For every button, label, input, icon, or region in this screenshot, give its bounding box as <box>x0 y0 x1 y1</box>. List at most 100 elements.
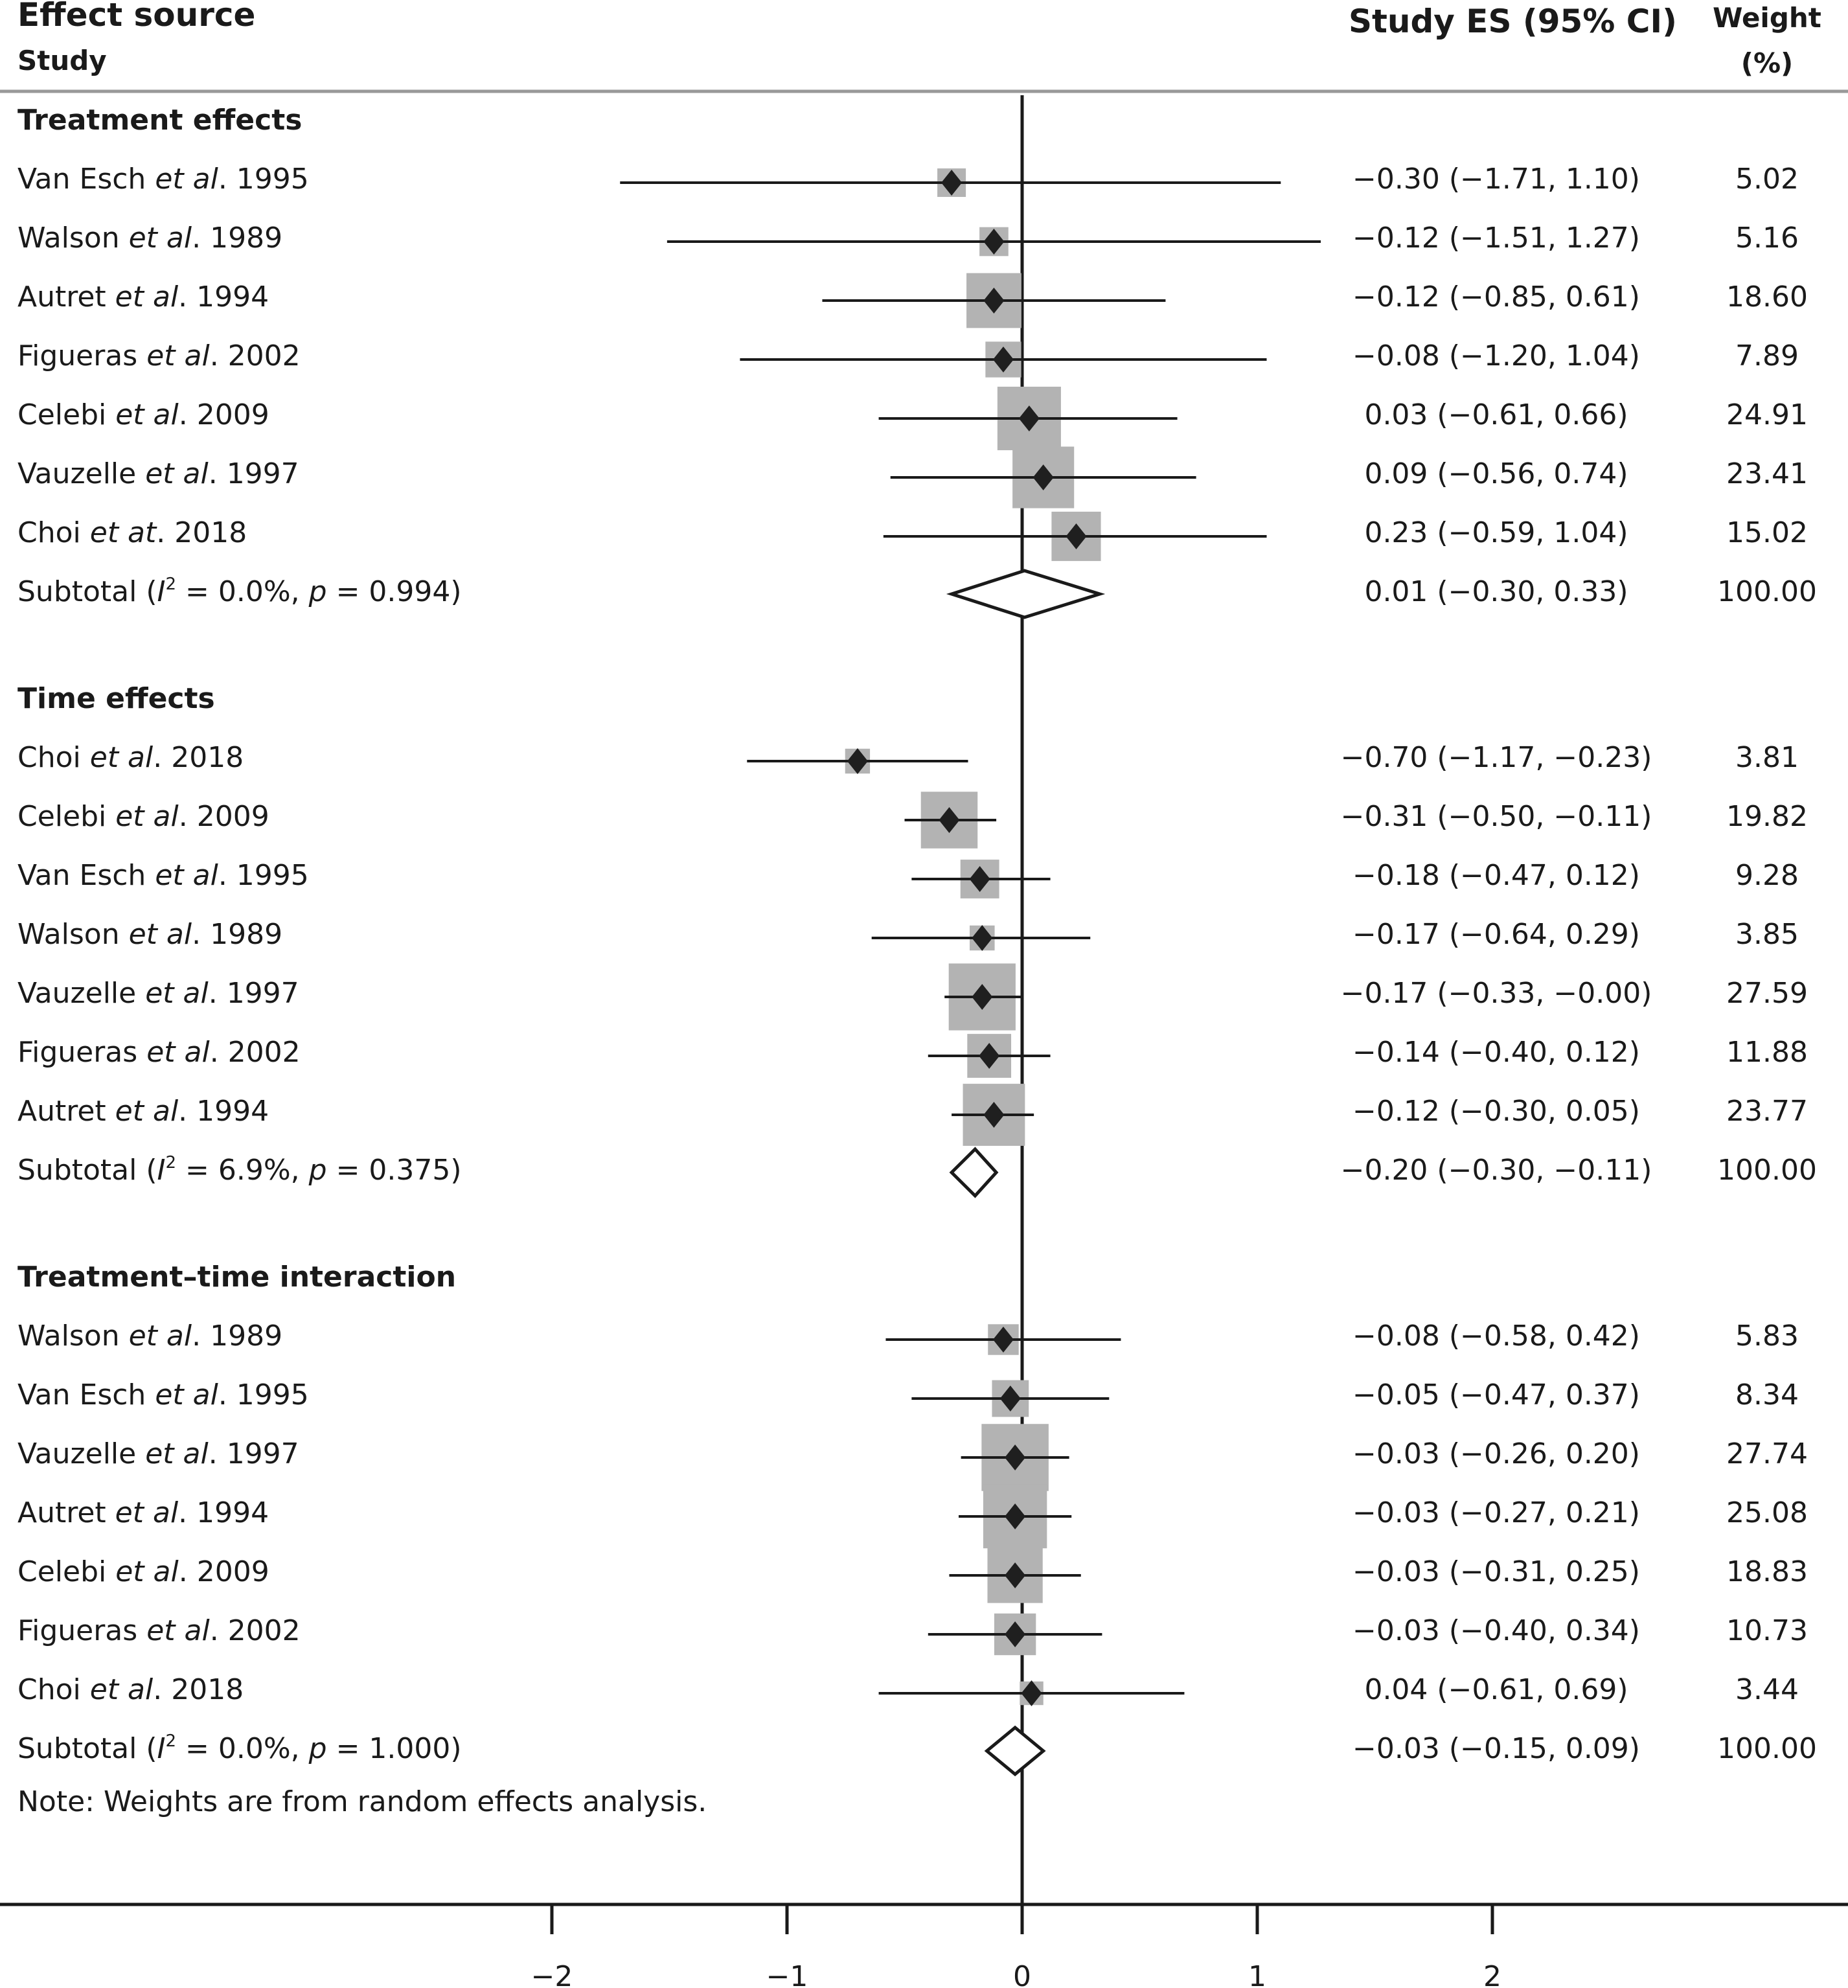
table-row: Celebi et al. 2009 0.03 (−0.61, 0.66) 24.9… <box>17 386 1808 451</box>
study-etal: et al <box>145 457 209 490</box>
es-ci-value: 0.04 (−0.61, 0.69) <box>1364 1673 1628 1706</box>
point-estimate <box>972 984 993 1010</box>
x-tick-label: −1 <box>766 1960 808 1988</box>
study-year: . 1997 <box>209 977 299 1010</box>
weight-value: 3.81 <box>1735 741 1799 774</box>
study-name: Autret <box>17 280 115 314</box>
study-name: Van Esch <box>17 163 155 196</box>
i-squared-value: = 0.0%, <box>176 575 309 608</box>
point-estimate <box>979 1043 1000 1069</box>
point-estimate <box>992 347 1014 372</box>
study-name: Vauzelle <box>17 977 145 1010</box>
point-estimate <box>1005 1503 1026 1529</box>
study-name: Choi <box>17 1673 90 1706</box>
study-label: Vauzelle et al. 1997 <box>17 977 299 1010</box>
subtotal-label: Subtotal (I2 = 6.9%, p = 0.375) <box>17 1153 462 1187</box>
study-name: Walson <box>17 222 129 255</box>
study-label: Autret et al. 1994 <box>17 1095 269 1128</box>
table-row: Van Esch et al. 1995 −0.30 (−1.71, 1.10) 5… <box>17 163 1799 198</box>
i-squared-letter: I <box>157 1732 166 1765</box>
subtotal-es-ci: −0.20 (−0.30, −0.11) <box>1341 1154 1652 1187</box>
point-estimate <box>1018 406 1040 431</box>
study-label: Celebi et al. 2009 <box>17 398 269 431</box>
group-title: Treatment–time interaction <box>17 1261 456 1294</box>
table-row: Autret et al. 1994 −0.03 (−0.27, 0.21) 25.… <box>17 1484 1808 1549</box>
study-year: . 2018 <box>156 516 247 549</box>
study-etal: et al <box>145 1437 209 1470</box>
es-ci-value: −0.17 (−0.64, 0.29) <box>1352 918 1640 951</box>
study-year: . 1994 <box>178 1095 269 1128</box>
study-label: Choi et al. 2018 <box>17 1673 244 1706</box>
group-title: Treatment effects <box>17 104 302 137</box>
weight-value: 11.88 <box>1726 1036 1808 1069</box>
study-year: . 2009 <box>179 1555 269 1588</box>
weight-value: 10.73 <box>1726 1614 1808 1647</box>
table-row: Choi et at. 2018 0.23 (−0.59, 1.04) 15.02 <box>17 511 1808 562</box>
table-row: Van Esch et al. 1995 −0.18 (−0.47, 0.12) 9… <box>17 859 1799 898</box>
i-squared-value: = 6.9%, <box>176 1154 309 1187</box>
study-etal: et al <box>90 1673 154 1706</box>
weight-value: 8.34 <box>1735 1378 1799 1411</box>
p-value: = 0.994) <box>327 575 462 608</box>
weight-value: 19.82 <box>1726 800 1808 833</box>
point-estimate <box>1005 1562 1026 1588</box>
table-row: Van Esch et al. 1995 −0.05 (−0.47, 0.37) 8… <box>17 1378 1799 1417</box>
weight-value: 9.28 <box>1735 859 1799 892</box>
study-label: Autret et al. 1994 <box>17 1496 269 1529</box>
es-ci-value: −0.03 (−0.27, 0.21) <box>1352 1496 1640 1529</box>
study-label: Van Esch et al. 1995 <box>17 163 309 196</box>
subtotal-prefix: Subtotal ( <box>17 575 157 608</box>
study-year: . 1989 <box>192 222 282 255</box>
study-label: Figueras et al. 2002 <box>17 1036 301 1069</box>
weight-header: Weight <box>1713 2 1821 34</box>
study-year: . 1995 <box>218 859 309 892</box>
study-label: Van Esch et al. 1995 <box>17 859 309 892</box>
point-estimate <box>1021 1680 1042 1706</box>
weight-value: 23.41 <box>1726 457 1808 490</box>
weight-value: 23.77 <box>1726 1095 1808 1128</box>
study-year: . 2002 <box>210 1036 301 1069</box>
es-ci-value: −0.17 (−0.33, −0.00) <box>1341 977 1652 1010</box>
point-estimate <box>1005 1621 1026 1647</box>
p-value: = 1.000) <box>327 1732 462 1765</box>
point-estimate <box>1066 523 1087 549</box>
table-row: Vauzelle et al. 1997 −0.03 (−0.26, 0.20) 2… <box>17 1424 1808 1491</box>
weight-value: 25.08 <box>1726 1496 1808 1529</box>
subtotal-weight: 100.00 <box>1717 1154 1817 1187</box>
p-letter: p <box>308 1154 327 1187</box>
table-header: Effect source Study Study ES (95% CI) We… <box>0 0 1848 93</box>
es-ci-value: −0.08 (−1.20, 1.04) <box>1352 339 1640 372</box>
study-etal: et al <box>115 280 179 314</box>
weight-value: 27.59 <box>1726 977 1808 1010</box>
subtotal-diamond <box>946 569 1106 619</box>
weight-unit-header: (%) <box>1741 47 1793 79</box>
study-etal: et al <box>115 1095 179 1128</box>
point-estimate <box>941 170 963 196</box>
i-squared-value: = 0.0%, <box>176 1732 309 1765</box>
p-letter: p <box>308 1732 327 1765</box>
subtotal-prefix: Subtotal ( <box>17 1154 157 1187</box>
study-year: . 1989 <box>192 918 282 951</box>
x-tick-label: −2 <box>531 1960 573 1988</box>
subtotal-diamond <box>949 1147 999 1198</box>
i-squared-letter: I <box>157 575 166 608</box>
study-etal: et al <box>129 918 192 951</box>
es-ci-value: −0.03 (−0.31, 0.25) <box>1352 1555 1640 1588</box>
point-estimate <box>983 288 1005 314</box>
study-label: Celebi et al. 2009 <box>17 800 269 833</box>
table-row: Vauzelle et al. 1997 −0.17 (−0.33, −0.00)… <box>17 963 1808 1031</box>
table-row: Vauzelle et al. 1997 0.09 (−0.56, 0.74) 23… <box>17 446 1808 508</box>
subtotal-row: Subtotal (I2 = 0.0%, p = 0.994) 0.01 (−0.… <box>17 569 1817 619</box>
es-ci-value: 0.09 (−0.56, 0.74) <box>1364 457 1628 490</box>
study-name: Vauzelle <box>17 457 145 490</box>
study-label: Van Esch et al. 1995 <box>17 1378 309 1411</box>
subtotal-row: Subtotal (I2 = 6.9%, p = 0.375) −0.20 (−0… <box>17 1147 1817 1198</box>
study-name: Celebi <box>17 1555 115 1588</box>
table-row: Walson et al. 1989 −0.17 (−0.64, 0.29) 3.8… <box>17 918 1799 951</box>
weight-value: 18.60 <box>1726 280 1808 314</box>
study-name: Choi <box>17 741 90 774</box>
study-label: Vauzelle et al. 1997 <box>17 1437 299 1470</box>
subtotal-es-ci: 0.01 (−0.30, 0.33) <box>1364 575 1628 608</box>
point-estimate <box>983 1102 1005 1128</box>
i-squared-sup: 2 <box>166 575 177 594</box>
